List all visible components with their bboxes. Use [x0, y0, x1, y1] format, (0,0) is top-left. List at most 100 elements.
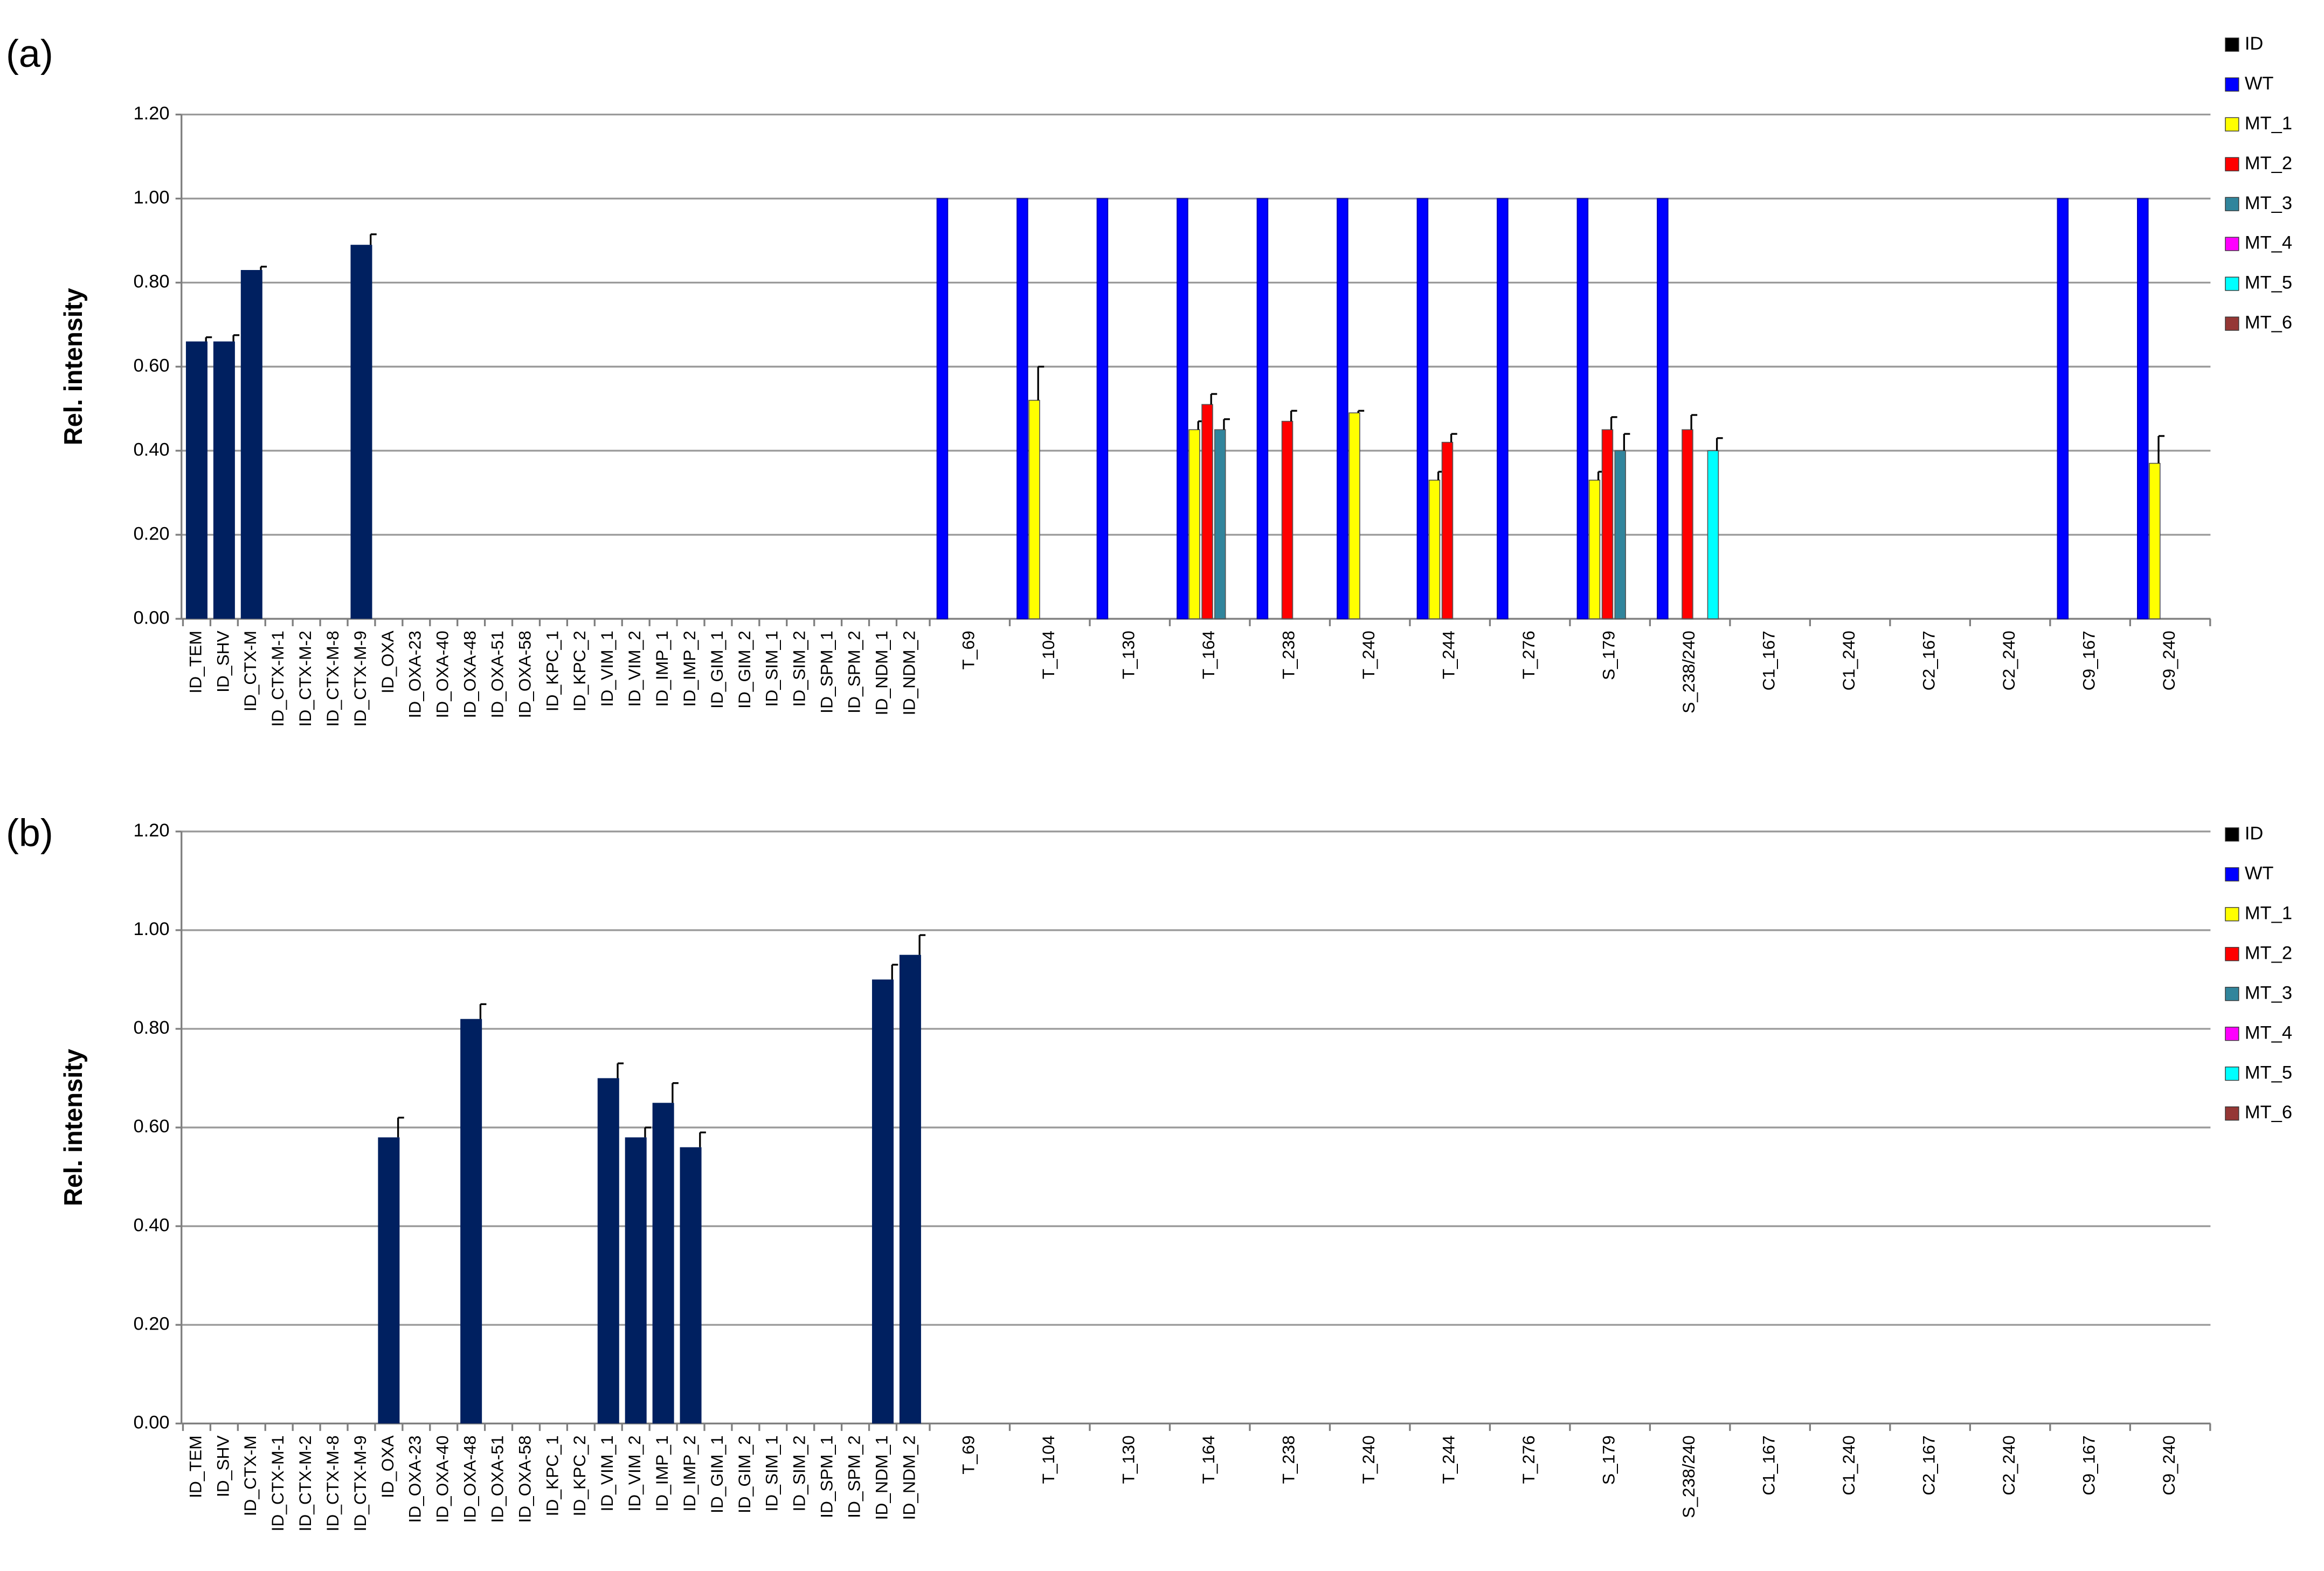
- bar-mt-2: [1601, 429, 1614, 619]
- legend-swatch-mt-3: [2225, 987, 2239, 1001]
- bar-wt: [1256, 198, 1269, 619]
- x-tick-label: ID_GIM_2: [735, 1435, 754, 1513]
- y-tick-label: 0.20: [133, 1313, 169, 1334]
- bar-wt: [1497, 198, 1509, 619]
- x-tick-label: ID_NDM_2: [899, 631, 918, 715]
- bar-id: [899, 954, 921, 1424]
- legend-swatch-mt-5: [2225, 1067, 2239, 1081]
- bar-mt-2: [1201, 404, 1213, 619]
- x-tick-label: ID_NDM_2: [899, 1435, 918, 1520]
- legend-label: MT_6: [2245, 1102, 2292, 1123]
- y-tick-label: 1.00: [133, 919, 169, 939]
- legend-label: MT_1: [2245, 903, 2292, 923]
- x-tick-label: ID_OXA-40: [433, 1435, 452, 1522]
- bar-id: [872, 979, 894, 1424]
- legend-swatch-id: [2225, 827, 2239, 842]
- x-tick-label: C9_167: [2079, 1435, 2098, 1495]
- x-tick-label: T_276: [1519, 631, 1538, 679]
- bar-wt: [1657, 198, 1669, 619]
- x-tick-label: ID_SIM_2: [790, 1435, 809, 1511]
- bar-mt-3: [1614, 450, 1626, 619]
- y-tick-label: 1.20: [133, 103, 169, 124]
- x-tick-label: ID_SIM_1: [762, 631, 781, 707]
- legend-label: MT_5: [2245, 273, 2292, 293]
- legend-swatch-mt-6: [2225, 1106, 2239, 1121]
- legend-swatch-mt-6: [2225, 316, 2239, 331]
- x-tick-label: ID_TEM: [185, 1435, 205, 1498]
- x-tick-label: T_238: [1279, 1435, 1298, 1484]
- x-tick-label: ID_SPM_1: [817, 631, 836, 713]
- panel-label: (a): [6, 32, 53, 75]
- x-tick-label: ID_GIM_1: [707, 631, 727, 709]
- x-tick-label: ID_SIM_1: [762, 1435, 781, 1511]
- legend-swatch-mt-3: [2225, 197, 2239, 211]
- y-tick-label: 1.20: [133, 820, 169, 841]
- legend: ID WT MT_1 MT_2 MT_3 MT_4 MT_5 MT_6: [2225, 823, 2292, 1123]
- x-tick-label: T_244: [1439, 1435, 1458, 1484]
- chart-panel-b: (b) 0.00 0.20 0.40 0.60 0.80 1.00 1.20 Rel. inte…: [6, 812, 2292, 1531]
- bar-mt-1: [1588, 480, 1601, 619]
- x-tick-label: ID_SHV: [213, 1435, 232, 1497]
- x-tick-label: C9_240: [2159, 1435, 2178, 1495]
- x-tick-label: C2_167: [1919, 1435, 1938, 1495]
- panel-label: (b): [6, 812, 53, 855]
- legend-swatch-wt: [2225, 77, 2239, 92]
- x-tick-label: ID_GIM_1: [707, 1435, 727, 1513]
- y-tick-label: 0.00: [133, 607, 169, 628]
- legend-label: MT_3: [2245, 193, 2292, 213]
- bar-id: [240, 270, 262, 619]
- x-tick-label: ID_VIM_1: [597, 1435, 617, 1511]
- x-tick-label: T_104: [1039, 631, 1058, 679]
- bar-wt: [1096, 198, 1109, 619]
- x-tick-label: ID_CTX-M-2: [295, 1435, 315, 1531]
- bar-wt: [2137, 198, 2149, 619]
- legend: ID WT MT_1 MT_2 MT_3 MT_4 MT_5 MT_6: [2225, 33, 2292, 333]
- x-tick-label: T_104: [1039, 1435, 1058, 1484]
- x-tick-label: ID_SPM_2: [844, 631, 863, 713]
- legend-label: MT_2: [2245, 153, 2292, 174]
- bar-mt-1: [1188, 429, 1200, 619]
- legend-label: MT_6: [2245, 313, 2292, 333]
- x-tick-label: T_164: [1199, 1435, 1218, 1484]
- x-tick-label: C2_240: [1999, 631, 2018, 690]
- x-tick-label: ID_TEM: [185, 631, 205, 693]
- x-tick-label: S_179: [1599, 1435, 1618, 1485]
- bar-id: [460, 1019, 482, 1424]
- x-tick-label: ID_IMP_1: [652, 631, 672, 707]
- bar-wt: [936, 198, 949, 619]
- x-tick-label: ID_OXA-23: [405, 631, 425, 718]
- x-tick-label: ID_IMP_2: [680, 1435, 699, 1511]
- bar-mt-1: [1428, 480, 1441, 619]
- x-tick-label: ID_CTX-M-9: [350, 1435, 370, 1531]
- y-tick-label: 0.60: [133, 355, 169, 376]
- x-tick-label: ID_CTX-M: [240, 1435, 260, 1516]
- x-tick-label: ID_SIM_2: [790, 631, 809, 707]
- x-tick-label: ID_CTX-M-2: [295, 631, 315, 726]
- x-tick-label: ID_CTX-M-9: [350, 631, 370, 726]
- bar-wt: [1177, 198, 1188, 619]
- y-tick-label: 0.40: [133, 1215, 169, 1235]
- legend-label: WT: [2245, 73, 2274, 94]
- x-tick-label: ID_CTX-M: [240, 631, 260, 711]
- bar-wt: [1016, 198, 1028, 619]
- x-tick-label: C2_240: [1999, 1435, 2018, 1495]
- x-tick-label: ID_VIM_2: [625, 1435, 644, 1511]
- x-tick-label: C1_240: [1839, 1435, 1858, 1495]
- legend-swatch-mt-1: [2225, 907, 2239, 922]
- x-tick-label: ID_CTX-M-8: [323, 1435, 342, 1531]
- bar-id: [625, 1137, 647, 1424]
- bar-wt: [1337, 198, 1348, 619]
- bar-wt: [1416, 198, 1429, 619]
- x-tick-label: C2_167: [1919, 631, 1938, 690]
- x-tick-label: ID_KPC_1: [542, 631, 562, 711]
- y-tick-label: 0.60: [133, 1116, 169, 1137]
- x-tick-label: C9_240: [2159, 631, 2178, 690]
- bar-id: [597, 1078, 619, 1424]
- bar-mt-1: [2149, 462, 2161, 619]
- y-tick-label: 0.40: [133, 439, 169, 460]
- x-tick-label: ID_CTX-M-1: [268, 1435, 287, 1531]
- legend-swatch-wt: [2225, 867, 2239, 882]
- chart-panel-a: (a) 0.00 0.20 0.40 0.60 0.80 1.00 1.20 Rel. inte…: [6, 32, 2292, 726]
- y-axis-title: Rel. intensity: [59, 1049, 87, 1206]
